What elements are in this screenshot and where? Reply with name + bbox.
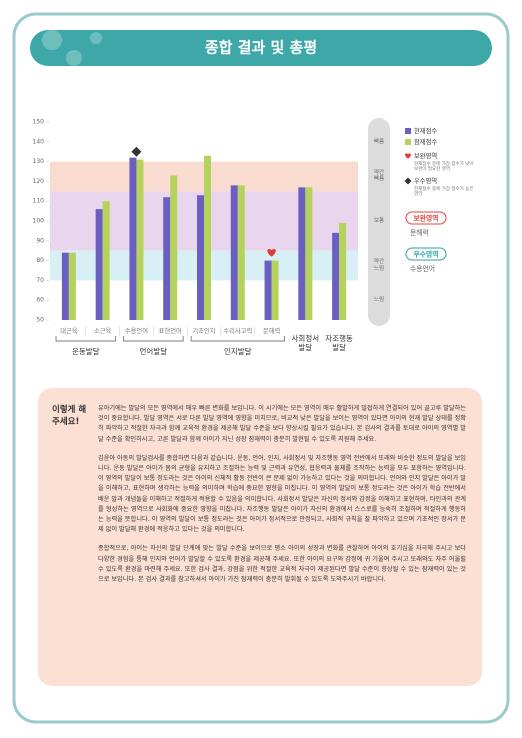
x-tick-label-box: 자조행동 발달 bbox=[325, 334, 353, 352]
legend-symbol bbox=[405, 153, 411, 159]
x-tick-label: 소근육 bbox=[94, 327, 112, 335]
zone-label-box: 느림 bbox=[373, 296, 385, 303]
bar bbox=[271, 260, 279, 320]
y-tick-label: 120 bbox=[33, 178, 45, 185]
group-label: 인지발달 bbox=[224, 346, 252, 356]
advice-paragraph: 유아기에는 발달의 모든 영역에서 매우 빠른 변화를 보입니다. 이 시기에는… bbox=[98, 405, 466, 443]
x-tick-label: 사회정서 발달 bbox=[291, 334, 320, 352]
legend-swatch bbox=[405, 128, 411, 134]
zone-label: 약간 빠름 bbox=[373, 170, 385, 183]
legend-marker bbox=[404, 177, 412, 185]
group-bracket bbox=[123, 336, 184, 342]
legend-marker bbox=[405, 153, 411, 159]
advice-paragraph: 김윤아 아동의 발달검사를 종합하면 다음과 같습니다. 운동, 언어, 인지,… bbox=[98, 454, 466, 534]
highlight-marker bbox=[267, 249, 276, 257]
bar bbox=[298, 187, 306, 320]
bar bbox=[129, 157, 137, 320]
y-tick-label: 90 bbox=[36, 237, 44, 244]
zone-label: 약간 느림 bbox=[373, 259, 385, 272]
group-label: 운동발달 bbox=[72, 347, 100, 356]
y-tick-label: 80 bbox=[36, 257, 44, 264]
bar bbox=[61, 252, 69, 320]
title-pattern bbox=[42, 30, 102, 66]
zone-label-box: 보통 bbox=[373, 217, 385, 224]
bar bbox=[102, 201, 110, 320]
bar bbox=[95, 209, 103, 320]
legend-label: 현재점수 bbox=[414, 127, 437, 135]
highlight-area: 수용언어 bbox=[410, 264, 435, 273]
zone-label-box: 약간 느림 bbox=[373, 259, 385, 272]
speed-scale bbox=[368, 118, 390, 326]
bar bbox=[332, 232, 340, 320]
highlight-pill bbox=[405, 211, 447, 225]
bar bbox=[204, 155, 211, 320]
legend-description-box: 현재점수 중에 가장 점수가 낮아 보완이 필요한 영역 bbox=[414, 161, 474, 172]
legend-description: 현재점수 중에 가장 점수가 높은 영역 bbox=[414, 186, 474, 197]
highlight-pill bbox=[405, 247, 447, 261]
x-tick-label: 자조행동 발달 bbox=[325, 334, 353, 352]
y-tick-label: 130 bbox=[33, 158, 45, 165]
bar bbox=[230, 185, 238, 320]
y-tick-label: 150 bbox=[33, 119, 45, 126]
legend-swatch bbox=[405, 139, 411, 145]
bar bbox=[339, 222, 347, 320]
group-label: 언어발달 bbox=[140, 346, 168, 356]
legend-label: 보완영역 bbox=[414, 151, 437, 160]
bar bbox=[163, 197, 171, 320]
bar bbox=[264, 260, 272, 320]
x-tick-label: 대근육 bbox=[60, 327, 78, 335]
zone-label-box: 약간 빠름 bbox=[373, 170, 385, 183]
zone-label-box: 빠름 bbox=[373, 138, 385, 145]
zone-label: 빠름 bbox=[373, 138, 385, 145]
y-tick-label: 110 bbox=[33, 198, 45, 205]
y-tick-label: 60 bbox=[36, 297, 44, 304]
bar bbox=[68, 252, 76, 320]
advice-paragraph: 종합적으로, 아이는 자신의 발달 단계에 맞는 발달 수준을 보이므로 평소 … bbox=[98, 545, 466, 584]
bar bbox=[305, 187, 313, 320]
x-tick-label: 기초인지 bbox=[192, 326, 215, 335]
highlight-marker bbox=[131, 146, 142, 157]
legend-description: 현재점수 중에 가장 점수가 낮아 보완이 필요한 영역 bbox=[414, 161, 474, 172]
advice-body: 유아기에는 발달의 모든 영역에서 매우 빠른 변화를 보입니다. 이 시기에는… bbox=[98, 404, 466, 594]
y-tick-label: 140 bbox=[33, 138, 45, 145]
highlight-area: 문해력 bbox=[410, 228, 429, 237]
highlight-title: 우수영역 bbox=[413, 250, 438, 259]
highlight-title: 보완영역 bbox=[413, 214, 438, 223]
advice-heading: 이렇게 해 주세요! bbox=[52, 405, 87, 427]
x-tick-label: 문해력 bbox=[263, 326, 280, 335]
x-tick-label: 수리사고력 bbox=[223, 326, 252, 335]
zone-label: 느림 bbox=[373, 296, 385, 303]
y-tick-label: 100 bbox=[33, 218, 45, 225]
legend-label: 우수영역 bbox=[414, 176, 437, 185]
bar bbox=[170, 175, 178, 320]
page-title: 종합 결과 및 총평 bbox=[205, 39, 317, 57]
legend-symbol bbox=[404, 177, 412, 185]
legend-label: 잠재점수 bbox=[414, 138, 437, 146]
y-tick-label: 50 bbox=[36, 317, 44, 324]
x-tick-label-box: 사회정서 발달 bbox=[291, 334, 320, 352]
group-bracket bbox=[190, 336, 285, 342]
zone-label: 보통 bbox=[373, 217, 385, 224]
bar bbox=[136, 159, 144, 320]
group-bracket bbox=[55, 336, 116, 342]
title-bar bbox=[30, 30, 492, 66]
x-tick-label: 표현언어 bbox=[159, 326, 182, 335]
bar bbox=[237, 185, 245, 320]
y-tick-label: 70 bbox=[36, 277, 44, 284]
bar bbox=[197, 195, 204, 320]
legend-description-box: 현재점수 중에 가장 점수가 높은 영역 bbox=[414, 186, 474, 197]
advice-panel: 이렇게 해 주세요! 유아기에는 발달의 모든 영역에서 매우 빠른 변화를 보… bbox=[38, 388, 482, 686]
x-tick-label: 수용언어 bbox=[125, 326, 148, 335]
